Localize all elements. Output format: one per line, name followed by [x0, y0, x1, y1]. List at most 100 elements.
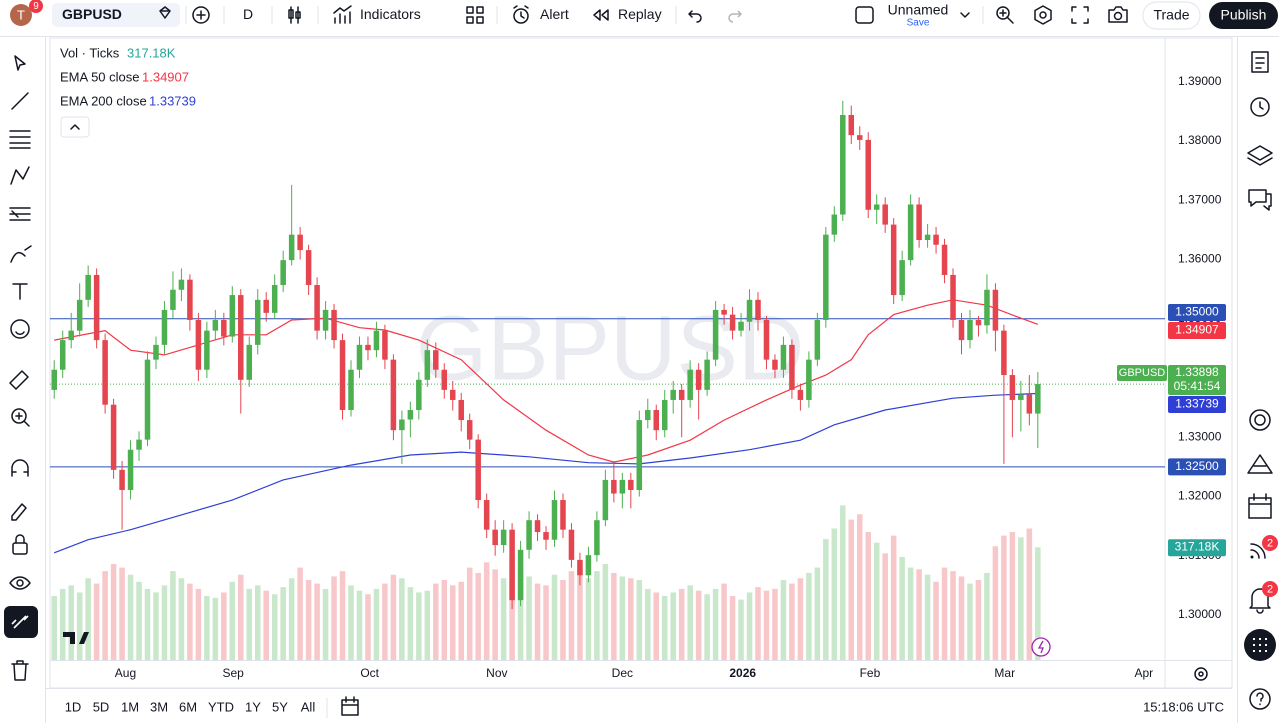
indicators[interactable]: Indicators — [360, 6, 421, 22]
range-button[interactable]: 1Y — [245, 699, 261, 714]
volume-bar — [746, 592, 753, 660]
volume-bar — [526, 576, 532, 660]
trendline-tool[interactable] — [11, 92, 29, 110]
range-button[interactable]: YTD — [208, 699, 234, 714]
replay-icon[interactable] — [593, 9, 609, 21]
range-button[interactable]: 3M — [150, 699, 168, 714]
candle-body — [76, 299, 83, 331]
compare-icon[interactable] — [159, 6, 171, 19]
candle-body — [789, 344, 795, 390]
brush-tool[interactable] — [10, 245, 32, 263]
ruler-tool[interactable] — [9, 370, 29, 390]
ema50-legend: EMA 50 close — [60, 69, 140, 84]
replay[interactable]: Replay — [618, 6, 662, 22]
candle-body — [119, 469, 125, 490]
lock-tool[interactable] — [12, 542, 28, 555]
streams-dot — [1250, 555, 1254, 559]
layout-menu[interactable] — [960, 12, 970, 18]
candle-body — [984, 289, 990, 326]
templates-icon[interactable] — [466, 6, 484, 24]
range-button[interactable]: 1D — [65, 699, 82, 714]
text-tool[interactable] — [12, 283, 28, 300]
collapse-legend[interactable] — [60, 116, 90, 138]
range-button[interactable]: 1M — [121, 699, 139, 714]
tech-analysis[interactable] — [1249, 409, 1271, 431]
delete-tool[interactable] — [11, 660, 29, 681]
calendar[interactable] — [1248, 493, 1272, 519]
candle-body — [780, 344, 787, 370]
streams[interactable] — [1250, 543, 1266, 559]
chart-type-icon[interactable] — [288, 6, 301, 24]
volume-bar — [941, 567, 948, 660]
help[interactable] — [1249, 688, 1271, 710]
alerts-panel[interactable] — [1250, 97, 1270, 117]
candle-body — [204, 330, 210, 370]
ideas[interactable] — [1247, 454, 1273, 474]
range-button[interactable]: 5Y — [272, 699, 288, 714]
volume-bar — [645, 588, 651, 660]
search-icon[interactable] — [996, 6, 1010, 20]
layout-name[interactable]: Unnamed — [888, 2, 949, 18]
fullscreen[interactable] — [1071, 6, 1089, 24]
candle-body — [407, 410, 414, 420]
indicators-icon[interactable] — [333, 5, 352, 24]
avatar-letter: T — [17, 7, 25, 22]
publish-button[interactable] — [1209, 2, 1278, 29]
cursor-tool[interactable] — [14, 55, 26, 71]
volume-bar — [560, 580, 566, 660]
events-marker[interactable] — [1031, 637, 1051, 657]
candle-body — [661, 399, 668, 431]
lock-drawing[interactable] — [11, 503, 27, 521]
candle-body — [882, 204, 888, 225]
alert-icon[interactable] — [513, 8, 529, 24]
volume-bar — [305, 580, 312, 660]
layers[interactable] — [1247, 145, 1273, 166]
clock[interactable]: 15:18:06 UTC — [1143, 699, 1224, 714]
zoom-tool[interactable] — [11, 408, 27, 424]
pattern-tool[interactable] — [10, 166, 30, 185]
search-icon-handle — [999, 9, 1014, 24]
range-button[interactable]: 6M — [179, 699, 197, 714]
interval[interactable]: D — [243, 6, 253, 22]
candle-body — [729, 314, 736, 331]
top-toolbar: T 9 GBPUSD D Indicators Alert Replay Unn… — [0, 0, 1279, 37]
price-tag-label: 1.35000 — [1175, 305, 1219, 319]
emoji-tool[interactable] — [10, 319, 30, 339]
volume-bar — [424, 590, 431, 660]
fib-tool[interactable] — [9, 130, 31, 149]
volume-bar — [263, 590, 269, 660]
alert[interactable]: Alert — [540, 6, 569, 22]
volume-bar — [1009, 532, 1016, 660]
magnet-tool[interactable] — [11, 459, 29, 477]
watchlist[interactable] — [1251, 51, 1269, 73]
candle-body — [534, 520, 541, 533]
layout-icon[interactable] — [855, 6, 874, 24]
range-button[interactable]: 5D — [93, 699, 110, 714]
forecast-tool[interactable] — [9, 207, 31, 221]
trade-button[interactable] — [1142, 1, 1201, 30]
volume-bar — [187, 583, 193, 660]
goto-date[interactable] — [341, 696, 359, 716]
volume-bar — [390, 574, 397, 660]
undo[interactable] — [688, 10, 702, 23]
redo[interactable] — [728, 10, 743, 23]
x-tick-label: Feb — [860, 666, 881, 680]
snapshot[interactable] — [1108, 6, 1128, 23]
chats[interactable] — [1248, 189, 1272, 211]
candle-body — [848, 115, 855, 136]
range-button[interactable]: All — [301, 699, 316, 714]
save-status[interactable]: Save — [907, 18, 930, 29]
symbol-search[interactable] — [52, 3, 180, 27]
candle-body — [738, 321, 744, 331]
axis-settings[interactable] — [1194, 667, 1208, 681]
settings-icon[interactable] — [1034, 5, 1052, 25]
volume-bar — [865, 532, 871, 660]
add-symbol[interactable] — [192, 6, 210, 24]
avatar[interactable] — [10, 4, 32, 26]
volume-bar — [348, 585, 354, 660]
visibility-tool[interactable] — [9, 576, 31, 590]
candle-body — [136, 439, 142, 450]
x-tick-label: Aug — [115, 666, 136, 680]
candle-body — [416, 379, 422, 411]
